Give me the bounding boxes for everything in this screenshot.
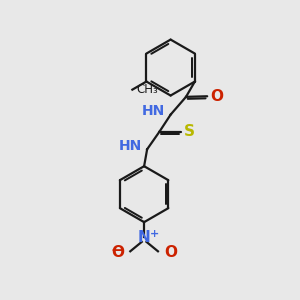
- Text: +: +: [150, 229, 159, 239]
- Text: S: S: [184, 124, 195, 139]
- Text: O: O: [111, 245, 124, 260]
- Text: N: N: [138, 230, 151, 245]
- Text: HN: HN: [118, 139, 142, 153]
- Text: HN: HN: [142, 104, 165, 118]
- Text: −: −: [111, 243, 123, 258]
- Text: CH₃: CH₃: [136, 83, 158, 96]
- Text: O: O: [210, 89, 223, 104]
- Text: O: O: [164, 245, 177, 260]
